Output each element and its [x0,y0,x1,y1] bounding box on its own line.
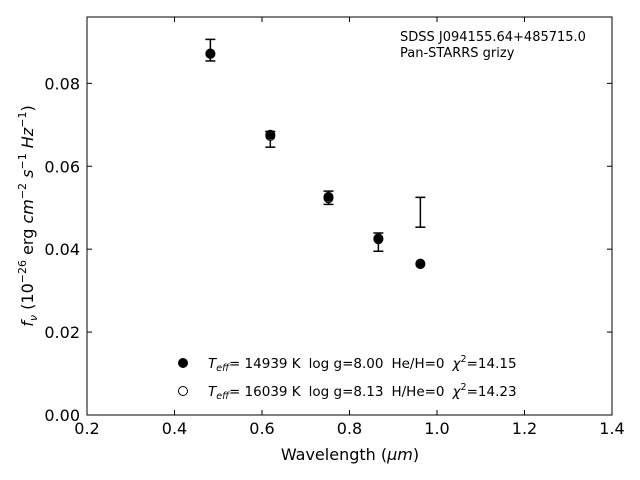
y-tick-label: 0.08 [44,74,80,93]
annotation-object-name: SDSS J094155.64+485715.0 [400,30,586,45]
data-point-filled [373,233,384,244]
x-tick-label: 1.0 [424,419,449,438]
data-point-filled [205,48,216,59]
legend-1-logg: log g=8.00 [309,356,384,372]
observed-error-bars [205,38,426,252]
x-tick-label: 0.8 [337,419,362,438]
x-axis-ticks: 0.2 0.4 0.6 0.8 1.0 1.2 1.4 [74,17,625,438]
y-tick-label: 0.04 [44,240,80,259]
legend-marker-open [178,386,188,396]
legend-2-teff: = 16039 K [229,384,302,400]
annotation-survey: Pan-STARRS grizy [400,46,515,61]
x-tick-label: 1.2 [512,419,537,438]
legend-1-comp: He/H=0 [391,356,444,372]
legend-2-comp: H/He=0 [391,384,444,400]
legend-2-chi: =14.23 [467,384,517,400]
legend-1-teff: = 14939 K [229,356,302,372]
data-point-filled [323,191,334,202]
model-points [205,48,426,270]
y-axis-ticks: 0.00 0.02 0.04 0.06 0.08 [44,74,612,425]
x-tick-label: 0.2 [74,419,99,438]
data-point-filled [415,258,426,269]
x-tick-label: 0.4 [162,419,187,438]
legend-marker-filled [178,358,188,368]
y-tick-label: 0.00 [44,406,80,425]
x-tick-label: 1.4 [599,419,624,438]
y-tick-label: 0.02 [44,323,80,342]
x-tick-label: 0.6 [249,419,274,438]
y-tick-label: 0.06 [44,157,80,176]
x-axis-title: Wavelength (μm) [281,445,419,464]
data-point-filled [265,129,276,140]
legend-2-logg: log g=8.13 [309,384,384,400]
y-axis-title: fν (10−26 erg cm−2 s−1 Hz−1) [16,105,40,326]
legend-1-chi: =14.15 [467,356,517,372]
